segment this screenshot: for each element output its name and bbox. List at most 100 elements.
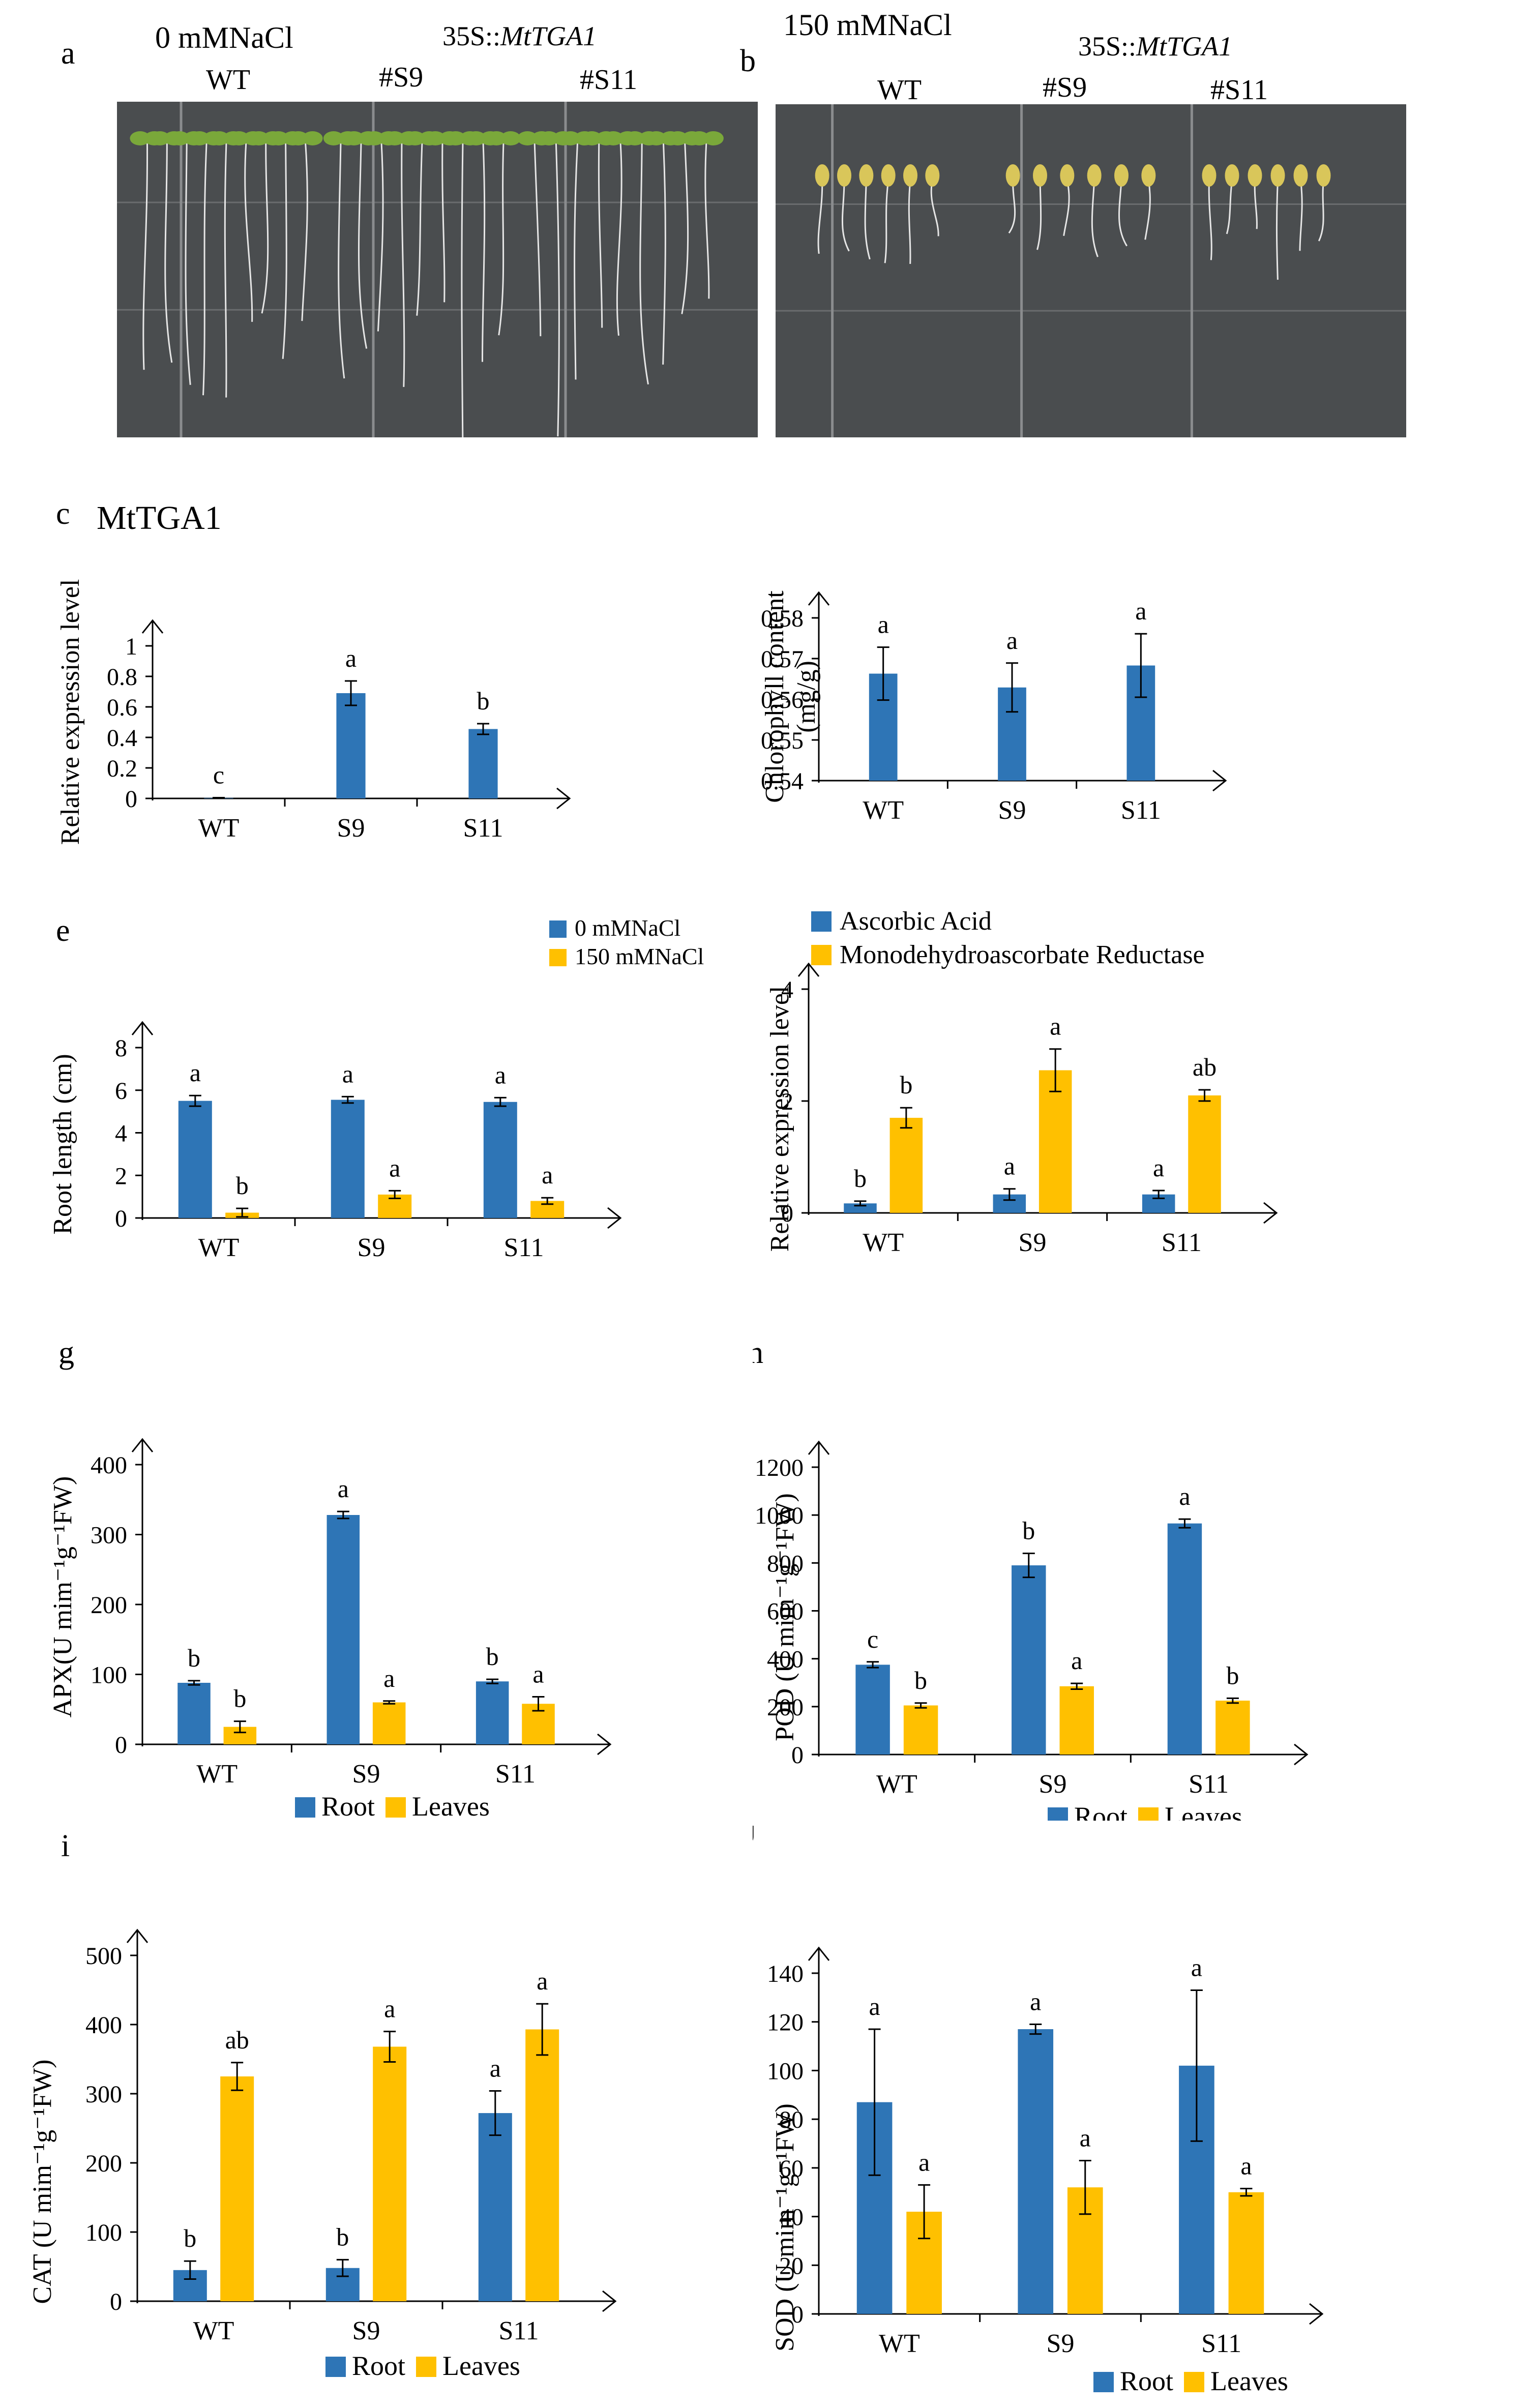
seedling-cotyledon: [228, 131, 249, 145]
seedling-root: [639, 142, 649, 384]
x-tick-label: S11: [495, 1760, 536, 1789]
x-axis-arrow: [1263, 1202, 1278, 1224]
seedling-cotyledon: [560, 131, 581, 145]
y-tick-label: 0: [125, 786, 137, 813]
seedling-root: [817, 180, 823, 254]
seedling-root: [461, 142, 464, 437]
seedling-root: [598, 142, 603, 328]
y-tick-label: 140: [767, 1960, 804, 1987]
seedling-root: [841, 180, 850, 252]
photo-panel-b: b 150 mMNaCl 35S::MtTGA1 WT #S9 #S11: [740, 0, 1513, 448]
seedling-cotyledon: [209, 131, 229, 145]
y-tick-label: 60: [779, 2155, 804, 2182]
x-tick-label: S9: [998, 796, 1026, 825]
seedling-cotyledon: [500, 131, 521, 145]
y-tick-label: 0.4: [107, 725, 137, 752]
seedling-root: [202, 142, 207, 396]
construct-gene-a: MtTGA1: [500, 21, 597, 51]
bar: [178, 1101, 212, 1218]
bar: [1228, 2192, 1264, 2314]
line-label-a-s11: #S11: [580, 64, 638, 96]
seedling-root: [261, 142, 269, 314]
significance-letter: a: [1030, 1987, 1041, 2016]
bar: [327, 1515, 360, 1744]
significance-letter: c: [867, 1625, 878, 1653]
seedling-root: [185, 142, 191, 385]
x-axis-arrow: [556, 787, 571, 810]
y-tick-label: 0: [781, 1200, 793, 1227]
seedling-root: [616, 142, 622, 336]
significance-letter: a: [338, 1474, 349, 1503]
significance-letter: a: [383, 1664, 395, 1692]
bar: [1188, 1095, 1221, 1213]
x-tick-label: S11: [1162, 1228, 1202, 1257]
panel-letter-a: a: [61, 36, 75, 71]
seedling-root: [1226, 180, 1233, 234]
seedling-root: [908, 180, 911, 264]
seedling-cotyledon: [248, 131, 269, 145]
panel-letter: j: [753, 1826, 756, 1843]
x-axis-arrow: [1212, 769, 1227, 792]
legend-swatch: [385, 1797, 406, 1818]
x-tick-label: WT: [879, 2329, 920, 2358]
y-tick-label: 8: [115, 1035, 127, 1062]
chart-title: MtTGA1: [97, 499, 222, 537]
seedling-cotyledon: [837, 164, 851, 187]
seedling-cotyledon: [1087, 164, 1102, 187]
seedling-cotyledon: [703, 131, 724, 145]
bar: [476, 1681, 509, 1744]
seedling-cotyledon: [859, 164, 874, 187]
significance-letter: b: [336, 2222, 349, 2251]
legend-swatch: [325, 2357, 346, 2377]
y-tick-label: 200: [91, 1592, 127, 1619]
seedling-cotyledon: [169, 131, 190, 145]
seedling-cotyledon: [446, 131, 466, 145]
y-axis-arrow: [808, 1946, 830, 1961]
seedling-root: [555, 142, 560, 437]
y-axis-arrow: [126, 1928, 149, 1943]
line-label-b-s9: #S9: [1043, 72, 1087, 103]
significance-letter: a: [542, 1161, 553, 1189]
x-tick-label: S9: [352, 2316, 380, 2345]
seedling-root: [1275, 180, 1279, 280]
seedling-root: [142, 142, 149, 370]
y-tick-label: 4: [115, 1120, 127, 1147]
seedling-cotyledon: [1005, 164, 1020, 187]
line-label-a-wt: WT: [206, 64, 251, 96]
seedling-root: [1063, 180, 1070, 236]
x-tick-label: S11: [463, 814, 503, 843]
seedling-cotyledon: [1141, 164, 1156, 187]
significance-letter: b: [184, 2224, 196, 2252]
legend-swatch: [549, 949, 567, 966]
seedling-cotyledon: [517, 131, 538, 145]
y-tick-label: 0.6: [107, 694, 137, 721]
legend-label: Root: [1074, 1801, 1128, 1821]
x-tick-label: WT: [193, 2316, 234, 2345]
bar: [336, 693, 366, 798]
y-tick-label: 120: [767, 2009, 804, 2036]
seedling-cotyledon: [130, 131, 151, 145]
line-label-b-s11: #S11: [1210, 74, 1268, 106]
seedling-root: [1144, 180, 1151, 240]
seedling-root: [662, 142, 666, 365]
y-tick-label: 80: [779, 2106, 804, 2133]
seedling-cotyledon: [815, 164, 829, 187]
bar: [372, 1702, 406, 1744]
y-tick-label: 800: [767, 1550, 804, 1577]
significance-letter: c: [213, 761, 224, 789]
seedling-root: [1091, 180, 1099, 257]
legend-label: Root: [321, 1791, 375, 1821]
construct-gene-b: MtTGA1: [1136, 31, 1233, 62]
y-axis-arrow: [141, 619, 164, 634]
seedling-cotyledon: [323, 131, 344, 145]
seedling-cotyledon: [384, 131, 405, 145]
x-tick-label: S9: [1019, 1228, 1047, 1257]
x-tick-label: S11: [499, 2316, 539, 2345]
seedling-cotyledon: [364, 131, 384, 145]
seedling-cotyledon: [603, 131, 624, 145]
legend-swatch: [1093, 2372, 1114, 2392]
condition-label-b: 150 mMNaCl: [783, 8, 952, 42]
x-tick-label: S11: [504, 1233, 544, 1262]
y-tick-label: 0: [110, 2288, 122, 2315]
